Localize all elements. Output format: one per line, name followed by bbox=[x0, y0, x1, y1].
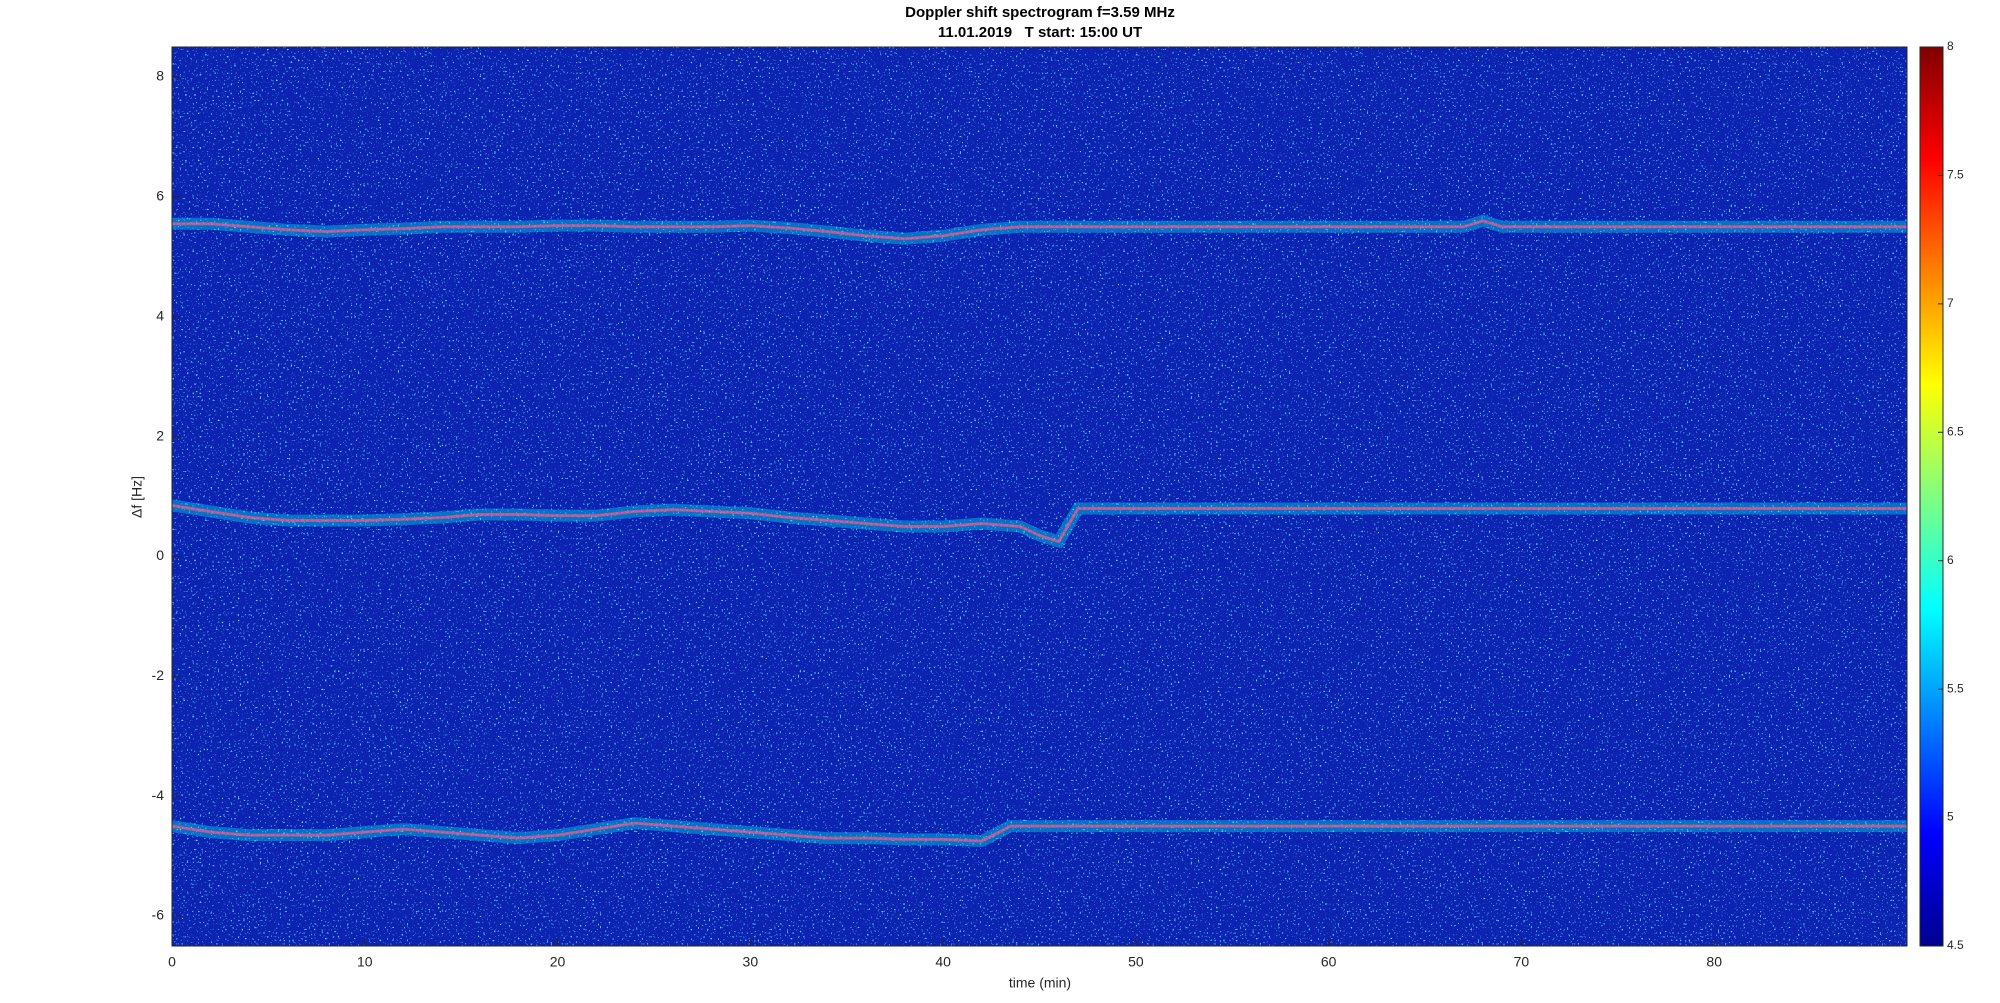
y-tick-label: 6 bbox=[156, 188, 164, 204]
y-tick-label: 2 bbox=[156, 427, 164, 443]
trace-line bbox=[171, 822, 1907, 842]
y-tick-label: 4 bbox=[156, 307, 164, 323]
x-tick-label: 0 bbox=[168, 954, 176, 970]
colorbar-tick-label: 8 bbox=[1947, 39, 1954, 53]
colorbar-tick-label: 6 bbox=[1947, 553, 1954, 567]
y-tick-label: -2 bbox=[152, 667, 165, 683]
chart-subtitle: 11.01.2019 T start: 15:00 UT bbox=[938, 24, 1142, 41]
colorbar-tick-label: 6.5 bbox=[1947, 424, 1964, 438]
y-tick-label: 0 bbox=[156, 547, 164, 563]
y-tick-label: -6 bbox=[152, 907, 165, 923]
plot-frame bbox=[171, 46, 1908, 947]
colorbar-tick-label: 7 bbox=[1947, 296, 1954, 310]
trace-line bbox=[171, 504, 1907, 543]
x-tick-label: 10 bbox=[357, 954, 373, 970]
x-tick-label: 60 bbox=[1321, 954, 1337, 970]
colorbar-tick-label: 4.5 bbox=[1947, 938, 1964, 952]
colorbar-tick-label: 7.5 bbox=[1947, 168, 1964, 182]
x-axis-label: time (min) bbox=[1009, 975, 1071, 991]
x-tick-label: 20 bbox=[550, 954, 566, 970]
x-tick-label: 70 bbox=[1514, 954, 1530, 970]
noise-texture bbox=[172, 47, 1907, 946]
colorbar-tick-label: 5.5 bbox=[1947, 681, 1964, 695]
x-tick-label: 50 bbox=[1128, 954, 1144, 970]
x-tick-label: 30 bbox=[743, 954, 759, 970]
trace-line bbox=[172, 219, 1907, 240]
colorbar-tick-label: 5 bbox=[1947, 810, 1954, 824]
x-tick-label: 40 bbox=[935, 954, 951, 970]
x-tick-label: 80 bbox=[1706, 954, 1722, 970]
y-tick-label: -4 bbox=[152, 787, 165, 803]
chart-title: Doppler shift spectrogram f=3.59 MHz bbox=[905, 4, 1175, 21]
colorbar bbox=[1919, 46, 1944, 947]
y-tick-label: 8 bbox=[156, 68, 164, 84]
y-axis-label: Δf [Hz] bbox=[129, 476, 145, 518]
